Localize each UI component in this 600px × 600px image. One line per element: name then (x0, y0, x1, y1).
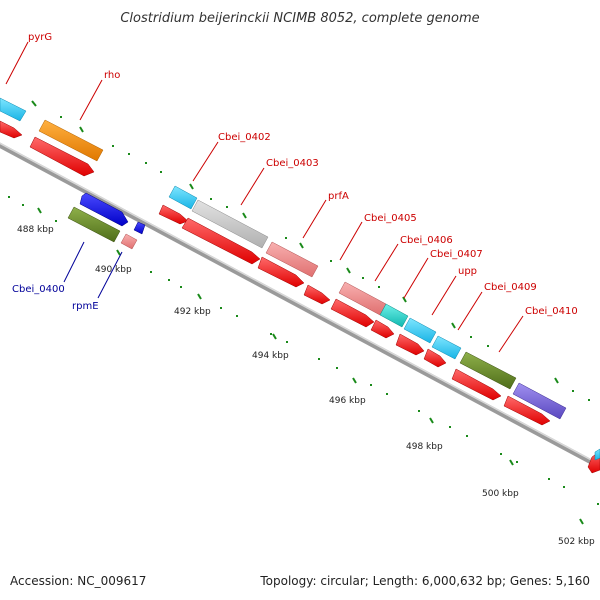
gene-edge-box (594, 448, 600, 461)
tick-upper (554, 377, 559, 384)
reverse-cds-feature (79, 192, 129, 227)
kbp-label: 500 kbp (482, 489, 519, 499)
kbp-label: 494 kbp (252, 351, 289, 361)
tick-upper (189, 183, 194, 190)
gene-label-upp: upp (458, 266, 477, 277)
label-leaders (5, 41, 524, 353)
leader-cbei0406 (374, 243, 399, 282)
tick-lower (429, 417, 434, 424)
cds-feature (0, 120, 23, 139)
gene-label-rpmE: rpmE (72, 301, 99, 312)
gene-label-cbei0409: Cbei_0409 (484, 282, 537, 293)
gene-cbei0410-box (512, 382, 567, 420)
tick-upper (346, 267, 351, 274)
leader-cbei0409 (457, 291, 483, 331)
dotted-guides (8, 116, 599, 505)
cds-feature (395, 333, 425, 356)
gene-cbei0409-box (459, 351, 517, 390)
leader-pyrG (5, 41, 29, 85)
leader-cbei0402 (192, 141, 219, 182)
cds-feature (330, 298, 375, 328)
gene-pyrG-box (0, 97, 27, 122)
gene-label-prfA: prfA (328, 191, 349, 202)
leader-cbei0403 (240, 167, 265, 206)
gene-track (0, 97, 600, 461)
gene-cbei0402-box (168, 185, 198, 210)
gene-cbei0407-box (403, 317, 437, 344)
cds-feature (29, 136, 95, 177)
gene-label-cbei0405: Cbei_0405 (364, 213, 417, 224)
tick-lower (272, 333, 277, 340)
gene-label-cbei0403: Cbei_0403 (266, 158, 319, 169)
leader-cbei0410 (498, 315, 524, 353)
leader-rpmE (97, 251, 123, 299)
cds-feature (370, 319, 395, 339)
kbp-label: 488 kbp (17, 225, 54, 235)
tick-lower (197, 293, 202, 300)
kbp-labels: 488 kbp 490 kbp 492 kbp 494 kbp 496 kbp … (17, 225, 595, 547)
leader-upp (431, 275, 457, 316)
gene-label-cbei0410: Cbei_0410 (525, 306, 578, 317)
gene-labels: pyrG rho Cbei_0402 Cbei_0403 prfA Cbei_0… (12, 32, 578, 317)
kbp-label: 502 kbp (558, 537, 595, 547)
kbp-ticks (31, 100, 584, 525)
cds-feature (181, 217, 261, 265)
kbp-label: 490 kbp (95, 265, 132, 275)
kbp-label: 498 kbp (406, 442, 443, 452)
tick-upper (31, 100, 37, 107)
tick-upper (299, 242, 304, 249)
leader-cbei0407 (403, 257, 429, 299)
gene-label-pyrG: pyrG (28, 32, 52, 43)
tick-upper (451, 322, 456, 329)
tick-lower (352, 377, 357, 384)
map-title: Clostridium beijerinckii NCIMB 8052, com… (120, 11, 479, 26)
gene-rho-box (38, 119, 104, 162)
cds-feature (158, 204, 189, 225)
upper-dotted-guide (60, 116, 590, 401)
tick-lower (116, 249, 121, 256)
cds-track (0, 120, 600, 474)
leader-rho (79, 79, 103, 121)
cds-feature (423, 348, 447, 368)
lower-dotted-guide (8, 196, 599, 505)
gene-label-cbei0406: Cbei_0406 (400, 235, 453, 246)
reverse-track (67, 192, 146, 250)
leader-cbei0405 (339, 221, 363, 261)
gene-rpmE-box (120, 233, 138, 250)
cds-feature (303, 284, 331, 305)
gene-label-cbei0407: Cbei_0407 (430, 249, 483, 260)
gene-upp-box (431, 335, 462, 360)
accession-text: Accession: NC_009617 (10, 574, 147, 588)
kbp-label: 496 kbp (329, 396, 366, 406)
gene-cbei0403-box (191, 199, 269, 249)
tick-upper (402, 296, 407, 303)
cds-feature (451, 368, 502, 401)
reverse-cds-feature (133, 221, 146, 235)
topology-text: Topology: circular; Length: 6,000,632 bp… (260, 574, 590, 588)
tick-upper (79, 126, 84, 133)
gene-label-rho: rho (104, 70, 120, 81)
tick-lower (37, 207, 42, 214)
tick-lower (579, 518, 584, 525)
gene-cbei0406-box (379, 303, 409, 328)
tick-upper (242, 212, 247, 219)
gene-prfA-box (265, 241, 319, 278)
gene-label-cbei0400: Cbei_0400 (12, 284, 65, 295)
gene-label-cbei0402: Cbei_0402 (218, 132, 271, 143)
gene-cbei0400-box (67, 206, 121, 243)
kbp-label: 492 kbp (174, 307, 211, 317)
cds-feature (257, 256, 305, 288)
cds-feature (503, 395, 551, 426)
tick-lower (509, 459, 514, 466)
leader-cbei0400 (63, 241, 85, 283)
genome-backbone (0, 142, 600, 470)
leader-prfA (302, 199, 327, 239)
